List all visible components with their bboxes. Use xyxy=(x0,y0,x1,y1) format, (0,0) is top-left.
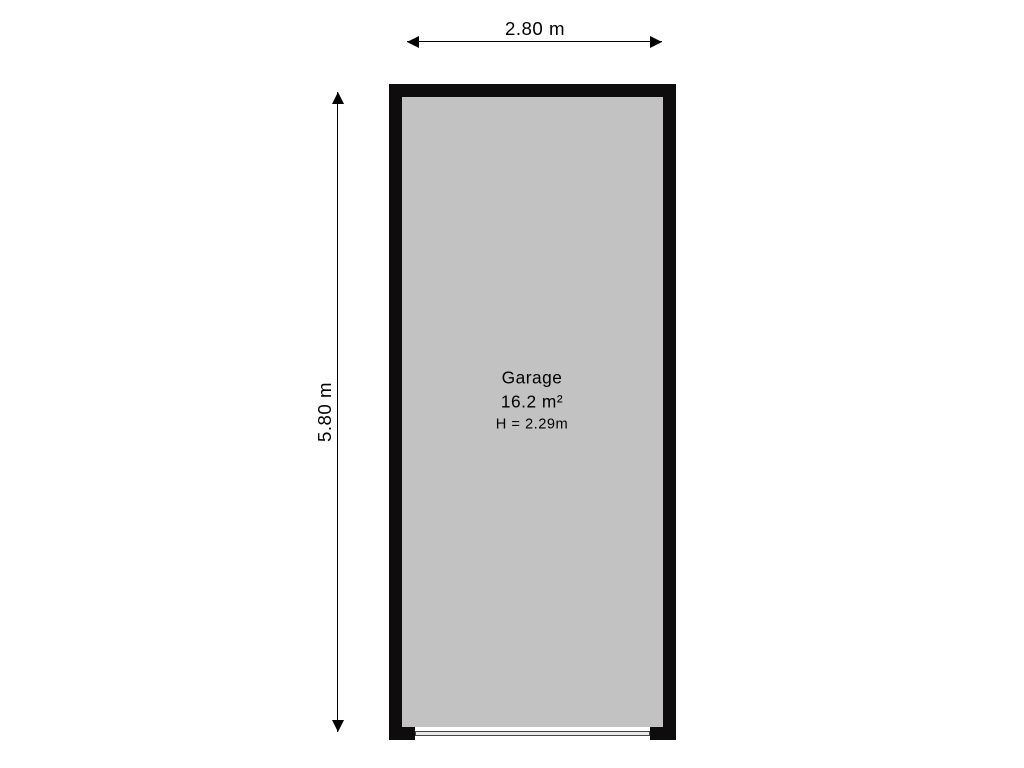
dimension-width-line xyxy=(407,41,662,42)
floor-plan-canvas: Garage 16.2 m² H = 2.29m 2.80 m 5.80 m xyxy=(0,0,1024,768)
dimension-width-arrow-left-icon xyxy=(407,36,419,48)
room-name: Garage xyxy=(496,365,569,389)
dimension-height-line xyxy=(337,92,338,732)
dimension-width-arrow-right-icon xyxy=(650,36,662,48)
garage-door-opening xyxy=(415,727,650,740)
room-height: H = 2.29m xyxy=(496,414,569,435)
garage-door-leaf xyxy=(415,731,650,736)
dimension-height-label: 5.80 m xyxy=(314,382,336,442)
dimension-height-arrow-down-icon xyxy=(332,720,344,732)
dimension-width-label: 2.80 m xyxy=(505,18,565,40)
room-area: 16.2 m² xyxy=(496,390,569,414)
room-label-block: Garage 16.2 m² H = 2.29m xyxy=(496,365,569,434)
dimension-height-arrow-up-icon xyxy=(332,92,344,104)
